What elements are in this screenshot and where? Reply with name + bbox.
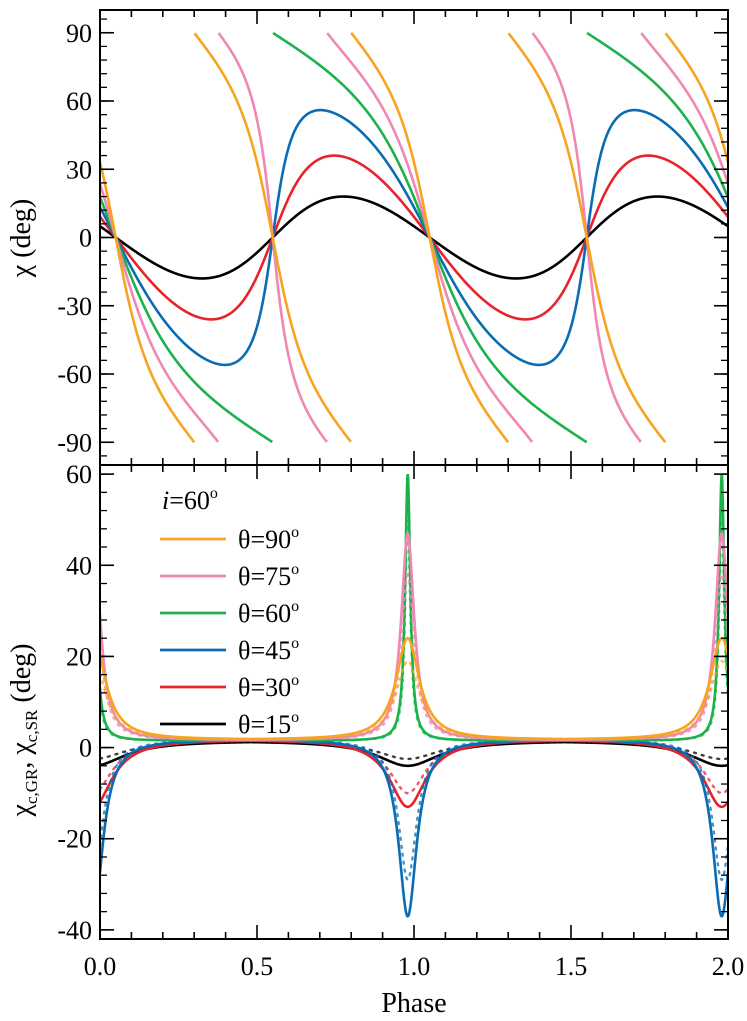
- ylabel-sep: ,: [6, 755, 37, 769]
- legend-title-sup: o: [210, 485, 218, 502]
- legend-title-value: =60: [169, 486, 210, 515]
- y-tick-label: 20: [66, 642, 92, 671]
- y-tick-label: 90: [66, 19, 92, 48]
- y-tick-label: 40: [66, 551, 92, 580]
- ylabel-chi: χ: [6, 803, 37, 817]
- top-ticks: -90 -60 -30 0 30 60 90: [57, 10, 729, 465]
- top-series-line: [100, 31, 728, 444]
- legend-label: θ=15o: [238, 709, 299, 739]
- top-series-line: [100, 154, 728, 321]
- y-tick-label: 0: [79, 734, 92, 763]
- legend: i=60o θ=90o θ=75o θ=60o θ=45o θ=30o θ=15o: [160, 485, 299, 739]
- bottom-series-dotted: [100, 738, 728, 882]
- ylabel-sub-sr: c,SR: [22, 709, 41, 742]
- bottom-series-dotted: [100, 739, 728, 795]
- x-tick-label: 0.5: [241, 952, 274, 981]
- legend-entries: θ=90o θ=75o θ=60o θ=45o θ=30o θ=15o: [160, 524, 299, 739]
- bottom-series-line: [100, 739, 728, 809]
- bottom-series-line: [100, 740, 728, 768]
- y-tick-label: -90: [57, 428, 92, 457]
- bottom-series-line: [100, 738, 728, 918]
- legend-label: θ=90o: [238, 524, 299, 554]
- legend-label: θ=30o: [238, 672, 299, 702]
- top-series-line: [100, 31, 728, 444]
- y-tick-label: 60: [66, 460, 92, 489]
- legend-title: i=60o: [162, 485, 218, 515]
- y-tick-label: 0: [79, 224, 92, 253]
- top-series-line: [100, 195, 728, 280]
- y-tick-label: -40: [57, 916, 92, 945]
- y-tick-label: -60: [57, 360, 92, 389]
- bottom-series-line: [100, 636, 728, 741]
- y-tick-label: -30: [57, 292, 92, 321]
- legend-label: θ=60o: [238, 598, 299, 628]
- bottom-ylabel: χc,GR, χc,SR (deg): [6, 644, 41, 818]
- x-tick-label: 2.0: [712, 952, 745, 981]
- x-tick-label: 1.5: [555, 952, 588, 981]
- y-tick-label: 30: [66, 155, 92, 184]
- bottom-frame: [99, 464, 729, 940]
- ylabel-unit: (deg): [6, 644, 37, 710]
- legend-title-var: i: [162, 486, 169, 515]
- top-ylabel: χ (deg): [6, 199, 37, 279]
- x-tick-label: 0.0: [84, 952, 117, 981]
- legend-label: θ=75o: [238, 561, 299, 591]
- top-panel: -90 -60 -30 0 30 60 90 χ (deg): [6, 9, 729, 466]
- legend-label: θ=45o: [238, 635, 299, 665]
- y-tick-label: 60: [66, 87, 92, 116]
- y-tick-label: -20: [57, 825, 92, 854]
- bottom-ticks: -40 -20 0 20 40 60 0.0 0.5 1.0 1.5 2.0: [57, 460, 744, 981]
- ylabel-chi-2: χ: [6, 742, 37, 756]
- top-series-line: [100, 108, 728, 367]
- bottom-series-group: [100, 473, 728, 918]
- top-series-group: [100, 31, 728, 444]
- x-axis-label: Phase: [381, 988, 446, 1019]
- ylabel-sub-gr: c,GR: [22, 768, 41, 804]
- x-tick-label: 1.0: [398, 952, 431, 981]
